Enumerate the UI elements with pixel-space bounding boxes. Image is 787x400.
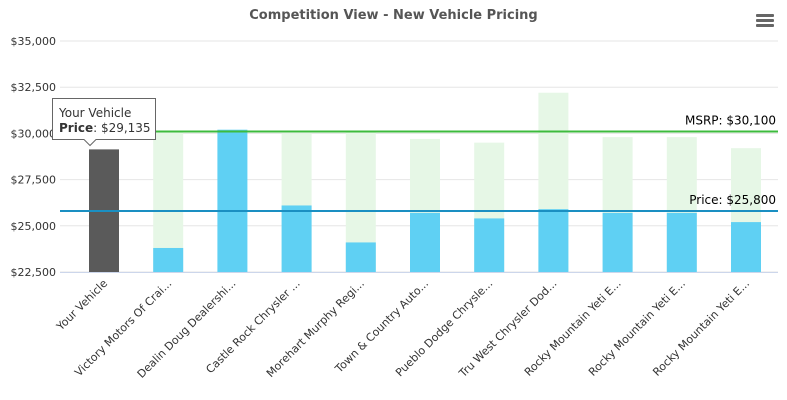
chart-title: Competition View - New Vehicle Pricing <box>249 8 538 23</box>
price-bar <box>345 242 376 272</box>
price-bar <box>666 212 697 272</box>
chart-tooltip: Your Vehicle Price: $29,135 <box>52 98 156 147</box>
y-tick-label: $32,500 <box>11 81 57 94</box>
y-tick-label: $30,000 <box>11 127 57 140</box>
tooltip-box <box>52 98 156 147</box>
tooltip-title: Your Vehicle <box>59 106 132 120</box>
plot-line-label: Price: $25,800 <box>689 193 776 207</box>
price-bar <box>217 129 248 272</box>
tooltip-label: Price <box>59 121 94 135</box>
x-tick-label: Your Vehicle <box>53 277 110 334</box>
hamburger-menu-icon[interactable] <box>756 14 774 28</box>
price-bar <box>410 212 440 272</box>
tooltip-value: $29,135 <box>100 121 151 135</box>
y-tick-label: $22,500 <box>11 266 57 279</box>
price-bar <box>602 212 633 272</box>
price-bar <box>281 205 312 272</box>
y-tick-label: $27,500 <box>11 174 57 187</box>
tooltip-value-row: Price: $29,135 <box>59 121 151 135</box>
y-tick-label: $35,000 <box>11 35 57 48</box>
price-bar <box>538 209 569 272</box>
price-bar <box>731 222 761 272</box>
price-bar <box>474 218 505 272</box>
price-bar <box>153 247 184 272</box>
plot-line-label: MSRP: $30,100 <box>685 114 776 128</box>
y-tick-label: $25,000 <box>11 220 57 233</box>
